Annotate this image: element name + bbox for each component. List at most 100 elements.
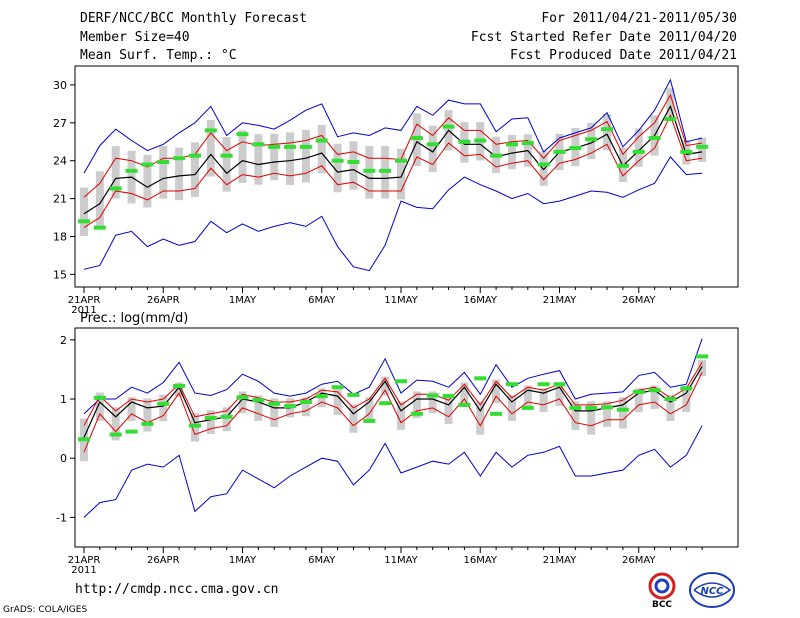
chart0-box-day6	[175, 147, 184, 201]
chart1-median-marker-day30	[553, 382, 566, 387]
chart1-box-day38	[682, 385, 691, 413]
chart1-upper-line	[83, 362, 703, 426]
chart-title: DERF/NCC/BCC Monthly Forecast	[80, 11, 307, 26]
chart1-box-day2	[111, 407, 120, 441]
chart0-median-marker-day33	[601, 127, 614, 132]
chart1-x-tick-label: 6MAY	[308, 555, 336, 566]
chart0-box-day0	[80, 187, 88, 236]
chart1-x-tick-label: 21MAY	[543, 555, 577, 566]
chart1-box-day35	[634, 388, 643, 413]
chart0-median-marker-day35	[632, 149, 645, 154]
chart1-box-day27	[507, 395, 516, 421]
chart1-max-line	[83, 338, 703, 415]
chart1-median-marker-day39	[696, 354, 709, 359]
chart1-plot-frame	[74, 327, 739, 548]
chart0-box-day15	[317, 124, 326, 174]
chart1-median-marker-day14	[299, 399, 312, 404]
chart1-box-day36	[650, 385, 659, 410]
refer-date: Fcst Started Refer Date 2011/04/20	[470, 30, 737, 45]
chart1-mean-line	[83, 366, 703, 438]
chart1-box-day19	[381, 376, 390, 396]
chart1-x-tick-label: 26APR	[147, 555, 180, 566]
chart0-y-tick-label: 27	[53, 117, 67, 130]
chart0-box-day17	[349, 141, 358, 190]
chart0-max-line	[83, 78, 703, 174]
chart0-median-marker-day17	[347, 159, 360, 164]
chart1-median-marker-day4	[141, 421, 154, 426]
chart1-box-day39	[698, 359, 707, 376]
chart0-x-tick-label: 11MAY	[384, 295, 418, 306]
chart1-box-day22	[428, 391, 437, 414]
chart1-box-day4	[143, 398, 152, 432]
chart1-median-marker-day2	[109, 432, 122, 437]
chart0-mean-line	[83, 104, 703, 215]
chart1-box-day5	[159, 394, 168, 422]
chart1-median-marker-day32	[585, 405, 598, 410]
chart1-box-day16	[333, 389, 342, 416]
chart0-median-marker-day19	[379, 168, 392, 173]
chart0-median-marker-day24	[458, 139, 471, 144]
chart1-median-marker-day16	[331, 385, 344, 390]
chart1-median-marker-day23	[442, 394, 455, 399]
chart1-median-marker-day10	[236, 395, 249, 400]
chart1-box-day11	[254, 395, 263, 421]
chart0-box-day10	[238, 130, 247, 183]
chart0-box-day9	[222, 136, 231, 192]
chart1-median-marker-day7	[188, 423, 201, 428]
chart0-box-day5	[159, 146, 168, 199]
chart1-box-day14	[301, 397, 310, 417]
chart1-median-marker-day25	[474, 376, 487, 381]
chart0-box-day20	[397, 148, 405, 200]
chart0-x-tick-label: 21APR	[68, 295, 101, 306]
chart0-median-marker-day20	[395, 158, 407, 163]
chart0-box-day29	[539, 151, 548, 186]
chart0-x-tick-label: 21MAY	[543, 295, 577, 306]
chart1-box-day33	[603, 401, 612, 427]
chart0-median-marker-day12	[268, 144, 281, 149]
chart1-median-marker-day11	[252, 398, 265, 403]
chart0-median-marker-day29	[537, 162, 550, 167]
chart1-y-tick-label: 0	[60, 452, 67, 465]
source-url[interactable]: http://cmdp.ncc.cma.gov.cn	[75, 582, 279, 597]
chart1-median-marker-day33	[601, 405, 614, 410]
chart1-median-marker-day3	[125, 429, 138, 434]
chart1-median-marker-day18	[363, 418, 376, 423]
chart1-median-marker-day29	[537, 382, 550, 387]
chart0-box-day1	[95, 171, 104, 226]
chart0-median-marker-day6	[173, 156, 186, 161]
chart0-median-marker-day39	[696, 144, 709, 149]
chart1-median-marker-day22	[426, 393, 439, 398]
chart1-box-day18	[365, 397, 374, 421]
chart1-box-day31	[571, 401, 580, 430]
chart1-median-marker-day8	[204, 415, 217, 420]
forecast-period: For 2011/04/21-2011/05/30	[541, 11, 737, 26]
chart0-y-tick-label: 18	[53, 230, 67, 243]
chart0-box-day2	[111, 146, 120, 199]
chart0-median-marker-day9	[220, 153, 233, 158]
chart1-box-day30	[555, 382, 564, 407]
chart0-box-day27	[507, 134, 516, 170]
chart1-box-day17	[349, 404, 358, 433]
chart1-median-marker-day12	[268, 401, 281, 406]
chart1-median-marker-day36	[648, 388, 661, 393]
temperature-chart: 15 18 21 24 27 30 21APR 26APR 1MAY 6MAY 11MAY 16MAY…	[53, 65, 739, 316]
chart0-median-marker-day27	[505, 142, 518, 147]
chart0-x-tick-label: 6MAY	[308, 295, 336, 306]
chart1-median-marker-day13	[284, 404, 297, 409]
chart0-median-marker-day8	[204, 128, 217, 133]
chart1-box-day9	[222, 407, 231, 431]
chart1-median-marker-day21	[410, 411, 423, 416]
bcc-logo-text: BCC	[652, 600, 672, 610]
chart0-median-marker-day1	[93, 225, 106, 230]
chart1-median-marker-day26	[490, 411, 503, 416]
chart0-median-marker-day34	[616, 163, 629, 168]
chart1-median-marker-day20	[395, 379, 407, 384]
chart0-median-marker-day23	[442, 124, 455, 129]
chart0-box-day37	[666, 88, 675, 121]
chart1-box-day32	[587, 401, 596, 435]
chart0-box-day12	[270, 133, 279, 181]
chart0-plot-frame	[74, 65, 739, 288]
chart0-median-marker-day14	[299, 144, 312, 149]
chart0-box-day4	[143, 154, 152, 208]
